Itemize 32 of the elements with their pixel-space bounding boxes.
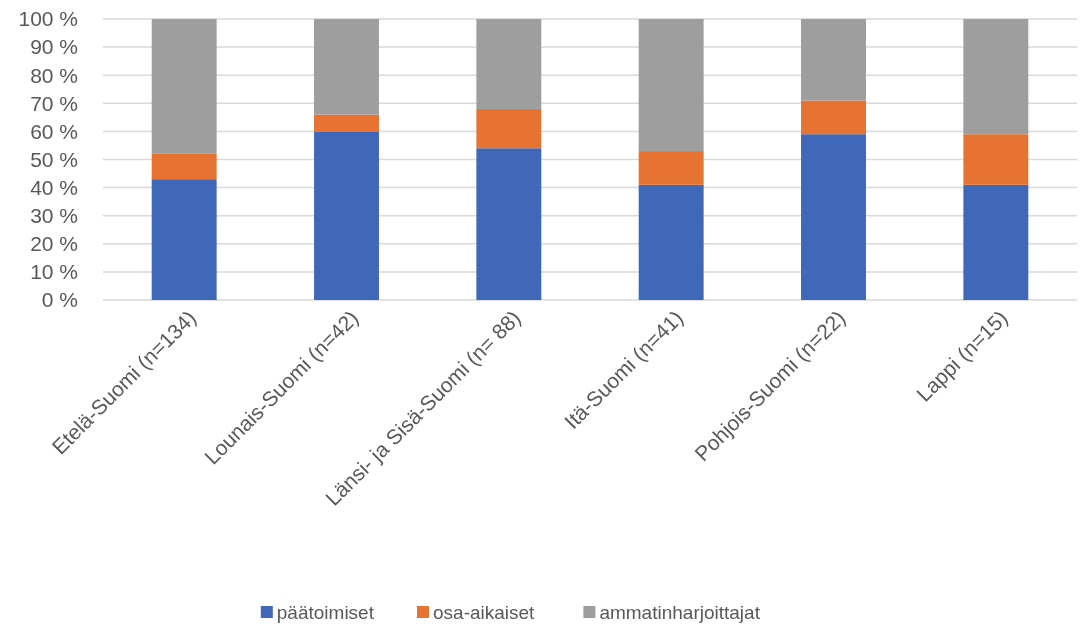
y-tick-label: 30 % [30,204,78,228]
bar [963,134,1029,185]
legend-label: osa-aikaiset [433,601,536,623]
bar [151,19,217,154]
bar [801,134,866,300]
bar [314,19,379,115]
bar [476,108,542,149]
bar [476,148,542,300]
legend-label: päätoimiset [276,601,375,623]
bar [314,131,379,300]
y-tick-label: 90 % [30,35,78,59]
bar [801,19,866,101]
bar [638,184,704,300]
bar [638,19,704,152]
bar [151,153,217,180]
y-tick-label: 0 % [41,288,78,312]
y-tick-label: 80 % [30,63,78,87]
bar [963,19,1029,135]
y-tick-label: 60 % [30,119,78,143]
bar [801,100,866,135]
bar [476,19,542,109]
y-tick-label: 70 % [30,91,78,115]
bar [314,114,379,132]
y-tick-label: 10 % [30,260,78,284]
bar [151,179,217,300]
y-tick-label: 50 % [30,147,78,171]
y-tick-label: 40 % [30,175,78,199]
bar [638,151,704,185]
legend-label: ammatinharjoittajat [599,601,761,623]
y-tick-label: 100 % [18,7,78,31]
y-tick-label: 20 % [30,232,78,256]
bar [963,184,1029,300]
